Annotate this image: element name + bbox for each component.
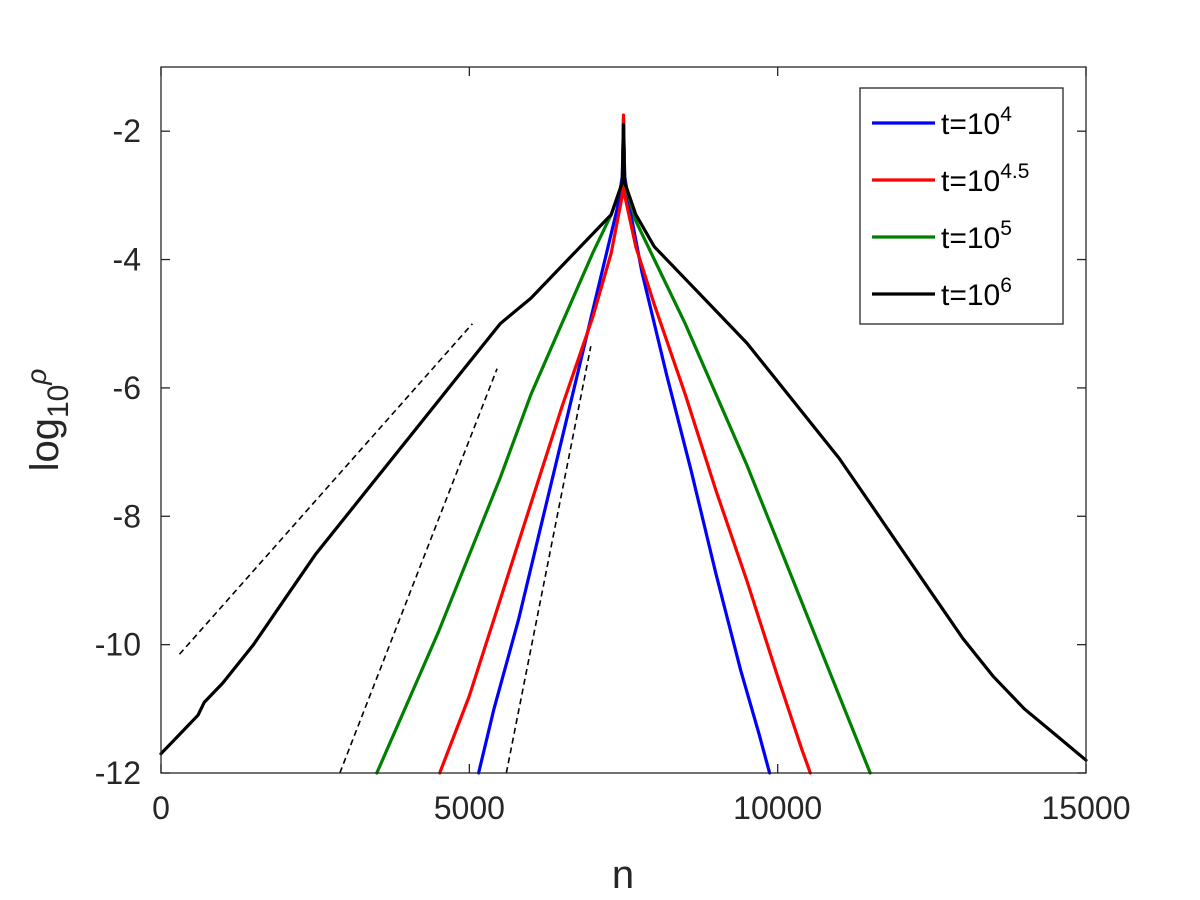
y-tick-label: -4	[113, 242, 141, 278]
x-tick-label: 0	[152, 790, 170, 826]
y-tick-label: -12	[95, 755, 141, 791]
y-tick-label: -8	[113, 498, 141, 534]
y-tick-label: -10	[95, 627, 141, 663]
x-tick-labels: 0 5000 10000 15000	[152, 790, 1130, 826]
y-axis-label-subscript: 10	[42, 385, 75, 418]
reference-line-1	[178, 323, 474, 655]
reference-line-2	[339, 368, 498, 774]
x-tick-label: 15000	[1042, 790, 1131, 826]
y-tick-labels: -2 -4 -6 -8 -10 -12	[95, 113, 141, 791]
legend-label-2: t=104.5	[941, 160, 1029, 198]
series-line-4	[159, 123, 1088, 762]
y-tick-label: -2	[113, 113, 141, 149]
reference-line-3	[505, 346, 592, 774]
reference-lines	[178, 323, 592, 774]
axis-ticks	[160, 67, 1087, 774]
legend: t=104 t=104.5 t=105 t=106	[859, 87, 1064, 325]
y-axis-label-superscript: ρ	[21, 369, 52, 386]
x-tick-label: 10000	[733, 790, 822, 826]
legend-box	[859, 87, 1064, 325]
x-axis-label: n	[612, 853, 634, 897]
legend-label-4: t=106	[941, 274, 1012, 312]
plot-frame	[160, 66, 1087, 774]
series-lines	[159, 113, 1088, 775]
legend-label-3: t=105	[941, 217, 1012, 255]
legend-label-1: t=104	[941, 103, 1012, 141]
y-axis-label: log10ρ	[21, 369, 75, 472]
x-tick-label: 5000	[434, 790, 505, 826]
y-axis-label-base: log	[23, 418, 67, 471]
y-tick-label: -6	[113, 370, 141, 406]
